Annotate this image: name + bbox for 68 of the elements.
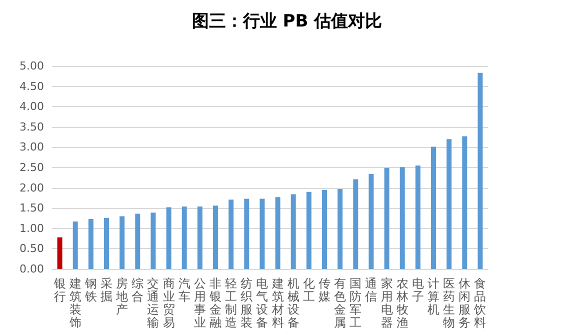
bar [120,216,125,269]
bar [384,168,390,269]
bar [462,136,468,269]
x-tick-label: 公用事业 [194,276,206,330]
y-tick-label: 0.50 [20,242,44,256]
x-tick-label: 传媒 [318,276,330,304]
chart-title: 图三：行业 PB 估值对比 [192,12,382,32]
bar [431,146,436,269]
x-tick-label: 建筑装饰 [68,276,82,330]
bar [135,214,140,269]
x-tick-label: 医药生物 [443,276,456,330]
bar [478,72,483,269]
bar [400,167,405,269]
bar [306,192,312,269]
x-tick-label: 商业贸易 [162,276,175,330]
bar [446,139,452,269]
bar [228,200,234,269]
y-tick-label: 0.00 [20,262,44,276]
bar [150,212,156,269]
bar [260,198,265,269]
x-tick-label: 非银金融 [208,276,222,330]
bar [72,222,78,269]
x-tick-label: 汽车 [178,276,190,304]
bar [290,194,296,269]
y-tick-label: 4.50 [20,80,44,93]
x-tick-label: 机械设备 [287,276,300,330]
x-tick-label: 轻工制造 [225,276,238,330]
x-tick-label: 农林牧渔 [395,276,408,330]
y-tick-label: 3.50 [20,120,44,134]
x-tick-label: 交通运输 [147,276,160,330]
x-tick-label: 电子 [412,276,424,304]
x-tick-label: 家用电器 [380,276,393,330]
x-tick-label: 纺织服装 [240,276,253,330]
bar [57,237,62,269]
y-tick-label: 1.50 [20,202,44,215]
bar [88,219,94,269]
x-tick-label: 食品饮料 [473,276,486,330]
bar [338,189,343,269]
x-tick-label: 国防军工 [350,276,362,330]
bar [182,206,187,269]
x-tick-label: 建筑材料 [270,276,284,330]
bar [368,174,374,269]
y-tick-label: 5.00 [20,60,44,72]
y-tick-label: 3.00 [20,140,44,154]
bar [353,179,358,269]
bar [322,190,327,269]
bar [244,198,250,269]
x-tick-label: 采掘 [100,276,112,304]
y-tick-label: 2.00 [20,181,44,194]
x-tick-label: 房地产 [115,276,128,316]
y-tick-label: 4.00 [20,100,44,114]
x-tick-label: 化工 [302,276,315,304]
y-tick-label: 1.00 [20,222,44,235]
x-tick-label: 通信 [365,276,378,304]
x-tick-label: 银行 [52,276,66,304]
x-tick-label: 综合 [132,276,144,304]
bar [275,197,280,269]
bar [213,206,218,269]
x-tick-label: 计算机 [428,276,440,316]
x-tick-label: 有色金属 [334,276,346,330]
x-tick-label: 电气设备 [256,276,268,330]
x-tick-label: 休闲服务 [458,276,471,330]
x-tick-label: 钢铁 [84,276,97,304]
bar [415,165,420,269]
bar [197,206,202,269]
y-tick-label: 2.50 [20,161,44,174]
bar [104,218,109,269]
bar [166,207,172,269]
